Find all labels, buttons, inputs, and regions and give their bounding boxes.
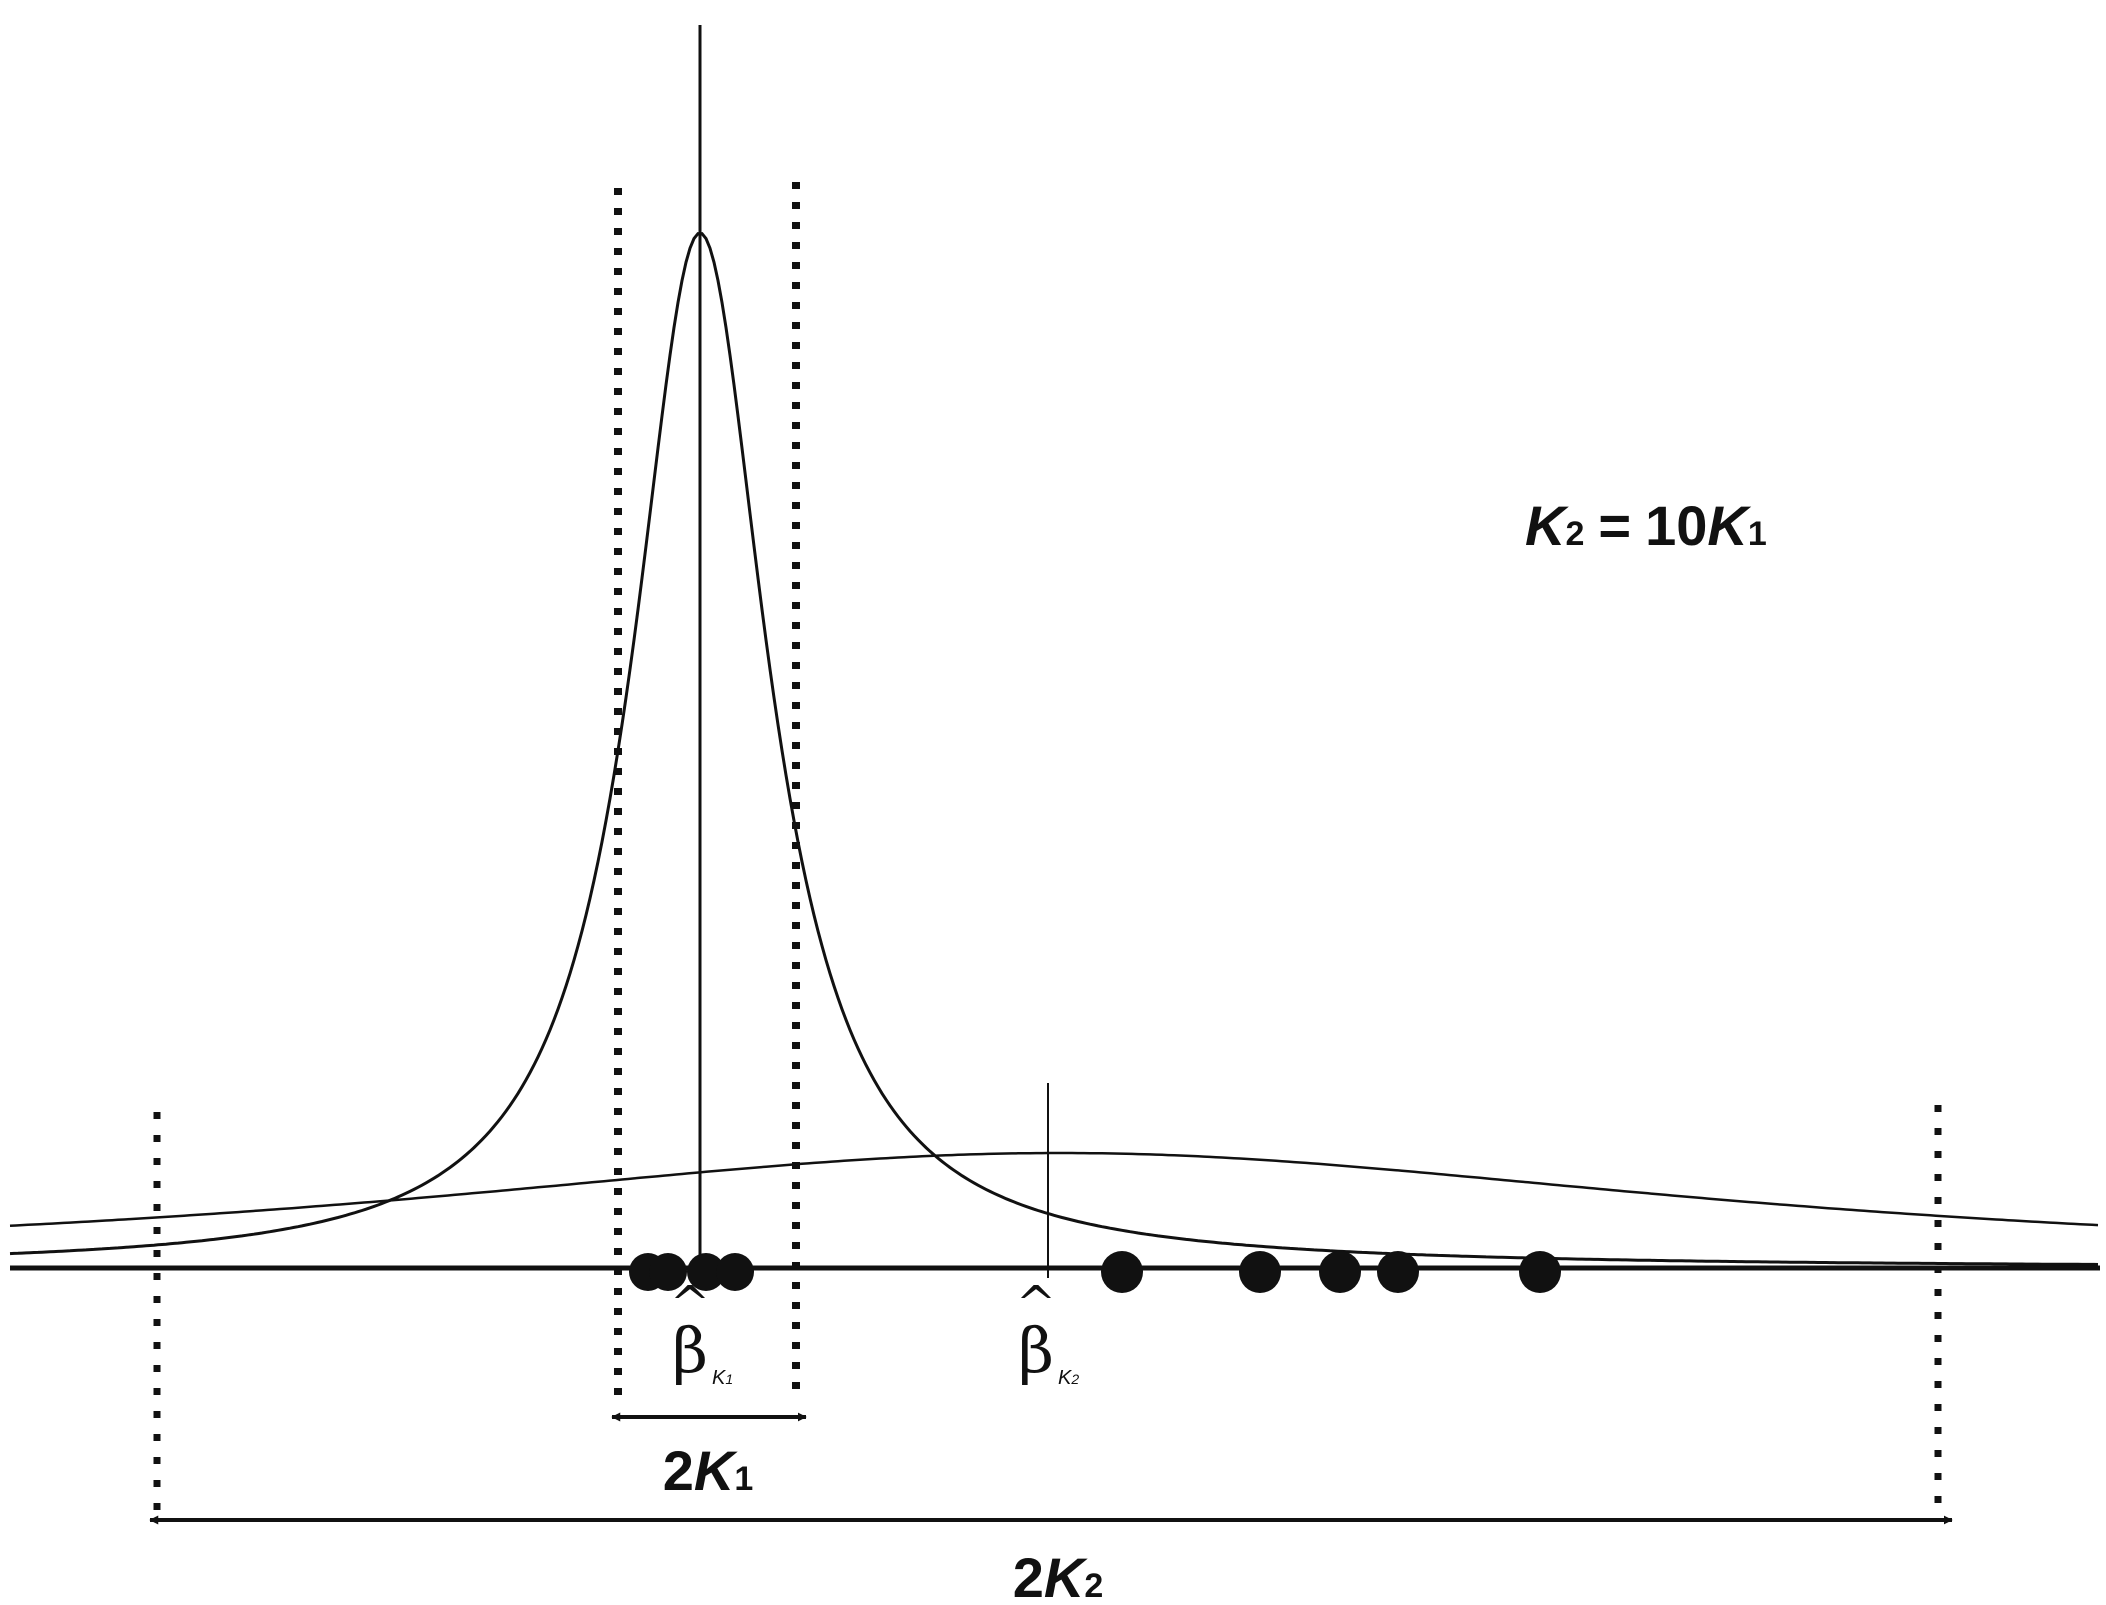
beta-k1-sub-var: K (712, 1367, 727, 1389)
observation-point (1519, 1251, 1561, 1293)
relation-right-sub: 1 (1748, 515, 1767, 553)
observation-point (649, 1253, 687, 1291)
width-k1-label: 2K1 (663, 1439, 754, 1502)
narrow-kernel-curve (9, 232, 2099, 1266)
observation-point (687, 1253, 725, 1291)
width-k2-sub: 2 (1084, 1567, 1103, 1605)
relation-right-var: K (1707, 494, 1751, 557)
beta-k1-sub-index: 1 (725, 1371, 733, 1387)
relation-left-var: K (1525, 494, 1569, 557)
beta-k2-sub-index: 2 (1070, 1371, 1079, 1387)
relation-left-sub: 2 (1565, 515, 1584, 553)
observation-point (1239, 1251, 1281, 1293)
beta-k2-hat: ^ (1016, 1276, 1056, 1332)
beta-k2-symbol: β (1018, 1314, 1054, 1387)
relation-equals: = (1598, 494, 1631, 557)
wide-kernel-curve (9, 1151, 2099, 1228)
beta-k2-subscript: K2 (1058, 1367, 1079, 1389)
observation-point (1101, 1251, 1143, 1293)
width-k2-factor: 2 (1013, 1546, 1044, 1605)
width-k1-var: K (694, 1439, 738, 1502)
observation-point (716, 1253, 754, 1291)
beta-k2-sub-var: K (1058, 1367, 1073, 1389)
beta-k1-hat: ^ (670, 1276, 710, 1332)
observation-point (1319, 1251, 1361, 1293)
width-k2-label: 2K2 (1013, 1546, 1104, 1605)
beta-hat-k2-label: ^ β K2 (1016, 1276, 1079, 1389)
beta-hat-k1-label: ^ β K1 (670, 1276, 733, 1389)
beta-k1-subscript: K1 (712, 1367, 733, 1389)
beta-k1-symbol: β (672, 1314, 708, 1387)
width-k1-factor: 2 (663, 1439, 694, 1502)
relation-factor: 10 (1645, 494, 1707, 557)
observation-points (629, 1251, 1561, 1293)
width-k1-sub: 1 (734, 1460, 753, 1498)
observation-point (1377, 1251, 1419, 1293)
width-k2-var: K (1044, 1546, 1088, 1605)
bandwidth-relation-label: K2 = 10K1 (1525, 494, 1767, 557)
